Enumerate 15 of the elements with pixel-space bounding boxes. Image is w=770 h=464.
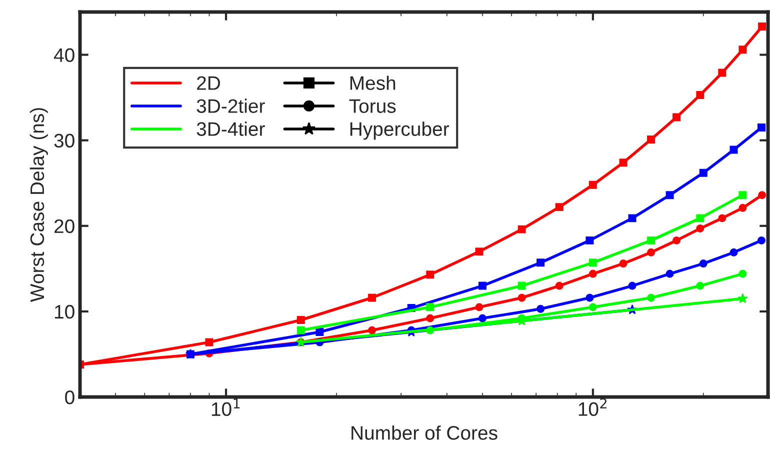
x-axis-title: Number of Cores	[352, 426, 498, 440]
x-tick-label: 10$^{1}$	[212, 398, 240, 416]
annotation: Hypercuber	[350, 122, 450, 140]
annotation: Mesh	[350, 76, 396, 90]
x-tick-label: 10$^{2}$	[578, 398, 606, 416]
y-tick-label: 10	[54, 304, 74, 319]
y-axis-title: Worst Case Delay (ns)	[30, 108, 48, 302]
legend-label: 3D-4tier	[196, 122, 265, 136]
y-tick-label: 40	[54, 48, 74, 62]
legend-label: 2D	[197, 76, 220, 90]
y-tick-label: 0	[65, 390, 74, 404]
y-tick-label: 20	[54, 219, 74, 234]
annotation: Torus	[349, 99, 396, 113]
legend-label: 3D-2tier	[196, 98, 265, 113]
y-tick-label: 30	[54, 134, 74, 148]
